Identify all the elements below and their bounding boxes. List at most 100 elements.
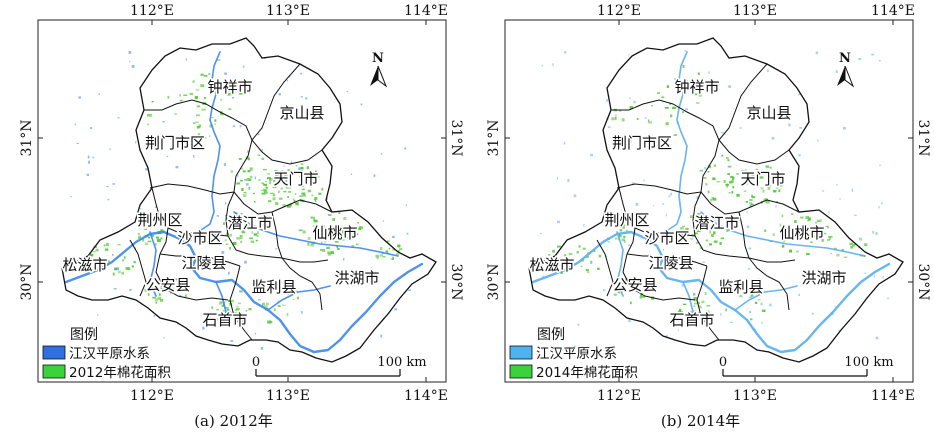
county-border — [718, 139, 790, 165]
legend-swatch — [42, 345, 66, 360]
north-arrow-icon: N — [837, 51, 855, 88]
study-area-outline — [61, 37, 437, 363]
lon-label-top: 114°E — [871, 3, 915, 19]
river — [734, 285, 798, 311]
lat-label-left: 31°N — [486, 119, 502, 156]
region-label: 监利县 — [718, 278, 763, 296]
svg-text:0: 0 — [719, 355, 727, 370]
lon-label-top: 113°E — [733, 3, 777, 19]
river — [197, 51, 221, 233]
legend-label: 2012年棉花面积 — [69, 365, 171, 381]
region-label: 江陵县 — [181, 254, 226, 272]
river — [215, 281, 227, 327]
legend-label: 2014年棉花面积 — [536, 365, 638, 381]
region-label: 公安县 — [612, 276, 657, 294]
county-border — [229, 299, 253, 341]
svg-text:N: N — [839, 51, 851, 66]
county-border — [144, 99, 253, 193]
region-label: 天门市 — [273, 170, 318, 188]
north-arrow-icon: N — [370, 51, 388, 88]
map-svg: 112°E 112°E 113°E 113°E 114°E 114°E 31°N 31°N 30… — [486, 3, 931, 404]
water-speckle-layer — [539, 50, 890, 348]
map-panel-2012: 112°E 112°E 113°E 113°E 114°E 114°E 31°N 31°N 30… — [19, 3, 464, 430]
county-border — [251, 63, 301, 141]
lon-label-bottom: 114°E — [404, 388, 448, 404]
region-label: 洪湖市 — [801, 269, 846, 287]
lat-label-left: 31°N — [19, 119, 35, 156]
county-border — [700, 191, 800, 215]
region-label: 荆门市区 — [612, 134, 672, 152]
region-label: 沙市区 — [644, 229, 689, 247]
county-border — [251, 139, 323, 165]
county-border — [233, 191, 333, 215]
legend-title: 图例 — [70, 327, 98, 343]
svg-text:N: N — [372, 51, 384, 66]
county-border — [271, 211, 283, 259]
river — [616, 231, 624, 297]
river — [149, 231, 157, 297]
legend-label: 江汉平原水系 — [536, 346, 617, 362]
lon-label-bottom: 112°E — [130, 388, 174, 404]
region-label: 松滋市 — [62, 256, 107, 274]
county-border — [738, 211, 750, 259]
lon-label-bottom: 114°E — [871, 388, 915, 404]
lon-label-top: 113°E — [266, 3, 310, 19]
county-border — [611, 99, 720, 193]
county-border — [149, 183, 235, 195]
region-label: 石首市 — [202, 311, 247, 329]
river — [267, 285, 331, 311]
county-border — [696, 265, 708, 301]
figure-caption: (a) 2012年 — [194, 412, 273, 430]
cotton-area-layer — [548, 64, 868, 325]
county-border — [616, 183, 702, 195]
region-label: 监利县 — [251, 278, 296, 296]
water-speckle-layer — [70, 50, 411, 350]
study-area-outline — [528, 37, 904, 363]
river — [682, 281, 694, 327]
county-border — [696, 299, 720, 341]
region-label: 松滋市 — [529, 256, 574, 274]
legend-swatch — [509, 364, 533, 379]
county-border — [622, 253, 696, 301]
region-label: 荆州区 — [137, 211, 182, 229]
county-border — [618, 187, 696, 237]
region-label: 潜江市 — [694, 214, 739, 232]
legend-title: 图例 — [537, 327, 565, 343]
region-label: 钟祥市 — [674, 78, 719, 96]
region-label: 仙桃市 — [779, 224, 824, 242]
county-border — [692, 191, 704, 251]
region-label: 公安县 — [145, 276, 190, 294]
county-border — [159, 227, 169, 255]
river — [664, 51, 688, 233]
county-border — [129, 239, 147, 297]
region-label: 石首市 — [669, 311, 714, 329]
svg-text:100 km: 100 km — [844, 355, 893, 370]
svg-text:0: 0 — [252, 355, 260, 370]
region-label: 沙市区 — [177, 229, 222, 247]
river — [233, 211, 399, 257]
county-border — [626, 253, 708, 267]
county-border — [155, 253, 229, 301]
county-border — [718, 63, 768, 141]
region-label: 京山县 — [279, 104, 324, 122]
county-border — [151, 187, 229, 237]
svg-text:100 km: 100 km — [377, 355, 426, 370]
county-border — [281, 257, 323, 311]
region-label: 洪湖市 — [334, 269, 379, 287]
lat-label-left: 30°N — [486, 263, 502, 300]
region-label: 潜江市 — [227, 214, 272, 232]
lon-label-top: 112°E — [597, 3, 641, 19]
region-label: 荆州区 — [604, 211, 649, 229]
lon-label-bottom: 112°E — [597, 388, 641, 404]
lat-label-left: 30°N — [19, 263, 35, 300]
region-label: 天门市 — [740, 170, 785, 188]
river — [700, 211, 866, 257]
legend-swatch — [42, 364, 66, 379]
region-label: 荆门市区 — [145, 134, 205, 152]
lon-label-bottom: 113°E — [266, 388, 310, 404]
lon-label-top: 114°E — [404, 3, 448, 19]
county-border — [596, 239, 614, 297]
lat-label-right: 31°N — [915, 119, 931, 156]
